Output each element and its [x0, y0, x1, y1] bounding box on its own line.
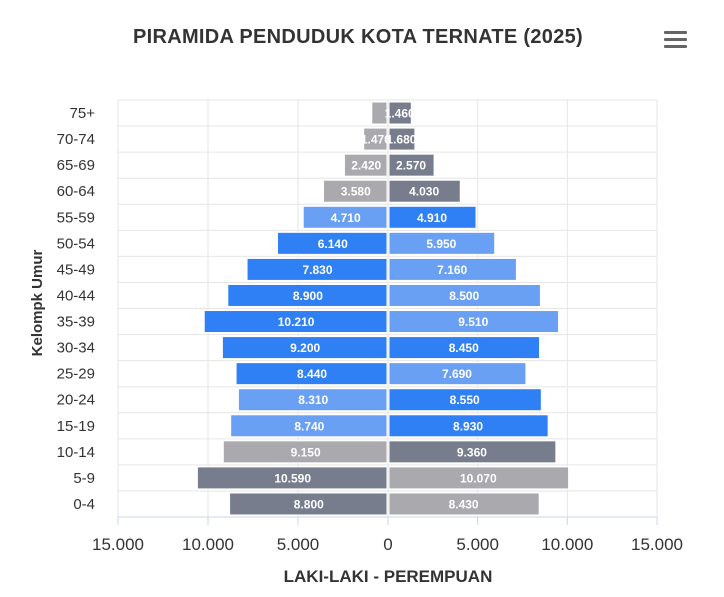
bar-male-30-34[interactable]	[221, 336, 388, 360]
bar-male-40-44[interactable]	[227, 283, 388, 307]
data-label-female: 9.510	[458, 315, 488, 329]
data-label-male: 8.440	[297, 367, 327, 381]
data-label-female: 7.160	[437, 263, 467, 277]
data-label-male: 3.580	[341, 185, 371, 199]
bar-female-5-9[interactable]	[388, 466, 570, 490]
data-label-female: 10.070	[460, 471, 497, 485]
data-label-female: 9.360	[457, 445, 487, 459]
bar-female-55-59[interactable]	[388, 205, 477, 229]
data-label-female: 8.430	[449, 497, 479, 511]
bar-male-45-49[interactable]	[246, 257, 388, 281]
bar-female-0-4[interactable]	[388, 492, 540, 516]
data-label-female: 4.910	[417, 211, 447, 225]
data-label-male: 7.830	[303, 263, 333, 277]
data-label-female: 1.680	[386, 133, 416, 147]
bar-male-10-14[interactable]	[222, 440, 388, 464]
x-tick-label: 15.000	[631, 535, 683, 554]
data-label-female: 8.930	[453, 419, 483, 433]
y-tick-label: 70-74	[57, 131, 95, 148]
y-tick-label: 30-34	[57, 340, 95, 357]
bar-female-25-29[interactable]	[388, 362, 527, 386]
x-tick-label: 15.000	[92, 535, 144, 554]
bar-female-45-49[interactable]	[388, 257, 517, 281]
bar-layer	[196, 101, 570, 516]
y-axis-title: Kelompk Umur	[29, 249, 46, 356]
bar-male-55-59[interactable]	[302, 205, 388, 229]
menu-line	[664, 38, 687, 41]
data-label-female: 5.950	[426, 237, 456, 251]
bar-male-25-29[interactable]	[235, 362, 388, 386]
bar-female-65-69[interactable]	[388, 153, 435, 177]
data-label-female: 1.460	[385, 107, 415, 121]
bar-male-70-74[interactable]	[363, 127, 388, 151]
bar-female-15-19[interactable]	[388, 414, 549, 438]
data-label-male: 6.140	[318, 237, 348, 251]
bar-male-60-64[interactable]	[323, 179, 388, 203]
bar-female-60-64[interactable]	[388, 179, 461, 203]
data-label-male: 8.740	[294, 419, 324, 433]
bar-female-50-54[interactable]	[388, 231, 496, 255]
data-label-male: 9.200	[290, 341, 320, 355]
chart-title: PIRAMIDA PENDUDUK KOTA TERNATE (2025)	[132, 26, 583, 48]
data-label-male: 9.150	[291, 445, 321, 459]
y-tick-label: 45-49	[57, 261, 95, 278]
bar-female-20-24[interactable]	[388, 388, 542, 412]
y-tick-label: 5-9	[73, 470, 95, 487]
bar-male-5-9[interactable]	[196, 466, 388, 490]
axis-layer: 15.000 10.000 5.000 0 5.000 10.000 15.000 75+ 70…	[57, 105, 683, 554]
bar-female-35-39[interactable]	[388, 310, 560, 334]
bar-female-10-14[interactable]	[388, 440, 557, 464]
data-label-male: 2.420	[351, 159, 381, 173]
y-tick-label: 10-14	[57, 444, 95, 461]
x-tick-label: 10.000	[541, 535, 593, 554]
data-label-male: 1.470	[361, 133, 391, 147]
data-label-female: 7.690	[442, 367, 472, 381]
bar-male-65-69[interactable]	[343, 153, 388, 177]
bar-female-40-44[interactable]	[388, 283, 541, 307]
data-label-female: 8.450	[449, 341, 479, 355]
y-tick-label: 35-39	[57, 314, 95, 331]
bar-male-35-39[interactable]	[203, 310, 388, 334]
data-label-male: 10.210	[278, 315, 315, 329]
bar-female-70-74[interactable]	[388, 127, 416, 151]
data-label-male: 10.590	[274, 471, 311, 485]
bar-male-15-19[interactable]	[230, 414, 388, 438]
y-tick-label: 50-54	[57, 235, 95, 252]
menu-line	[664, 45, 687, 48]
y-tick-label: 20-24	[57, 392, 95, 409]
data-label-male: 4.710	[331, 211, 361, 225]
bar-male-20-24[interactable]	[237, 388, 388, 412]
bar-male-75+[interactable]	[371, 101, 388, 125]
data-label-female: 2.570	[396, 159, 426, 173]
x-tick-label: 0	[383, 535, 392, 554]
bar-female-30-34[interactable]	[388, 336, 541, 360]
bar-female-75+[interactable]	[388, 101, 412, 125]
data-label-female: 8.550	[450, 393, 480, 407]
y-tick-label: 40-44	[57, 287, 95, 304]
y-tick-label: 55-59	[57, 209, 95, 226]
bar-male-50-54[interactable]	[276, 231, 388, 255]
data-label-female: 4.030	[409, 185, 439, 199]
bar-male-0-4[interactable]	[229, 492, 388, 516]
data-label-male: 8.900	[293, 289, 323, 303]
y-tick-label: 25-29	[57, 366, 95, 383]
y-tick-label: 0-4	[73, 496, 95, 513]
y-tick-label: 75+	[70, 105, 96, 122]
x-tick-label: 5.000	[456, 535, 499, 554]
data-label-male: 8.310	[298, 393, 328, 407]
x-tick-label: 10.000	[182, 535, 234, 554]
menu-line	[664, 31, 687, 34]
x-tick-label: 5.000	[277, 535, 320, 554]
hamburger-menu-icon[interactable]	[660, 28, 690, 52]
y-tick-label: 15-19	[57, 418, 95, 435]
data-label-female: 8.500	[449, 289, 479, 303]
y-tick-label: 60-64	[57, 183, 95, 200]
x-axis-title: LAKI-LAKI - PEREMPUAN	[284, 567, 493, 586]
y-tick-label: 65-69	[57, 157, 95, 174]
data-label-male: 8.800	[294, 497, 324, 511]
